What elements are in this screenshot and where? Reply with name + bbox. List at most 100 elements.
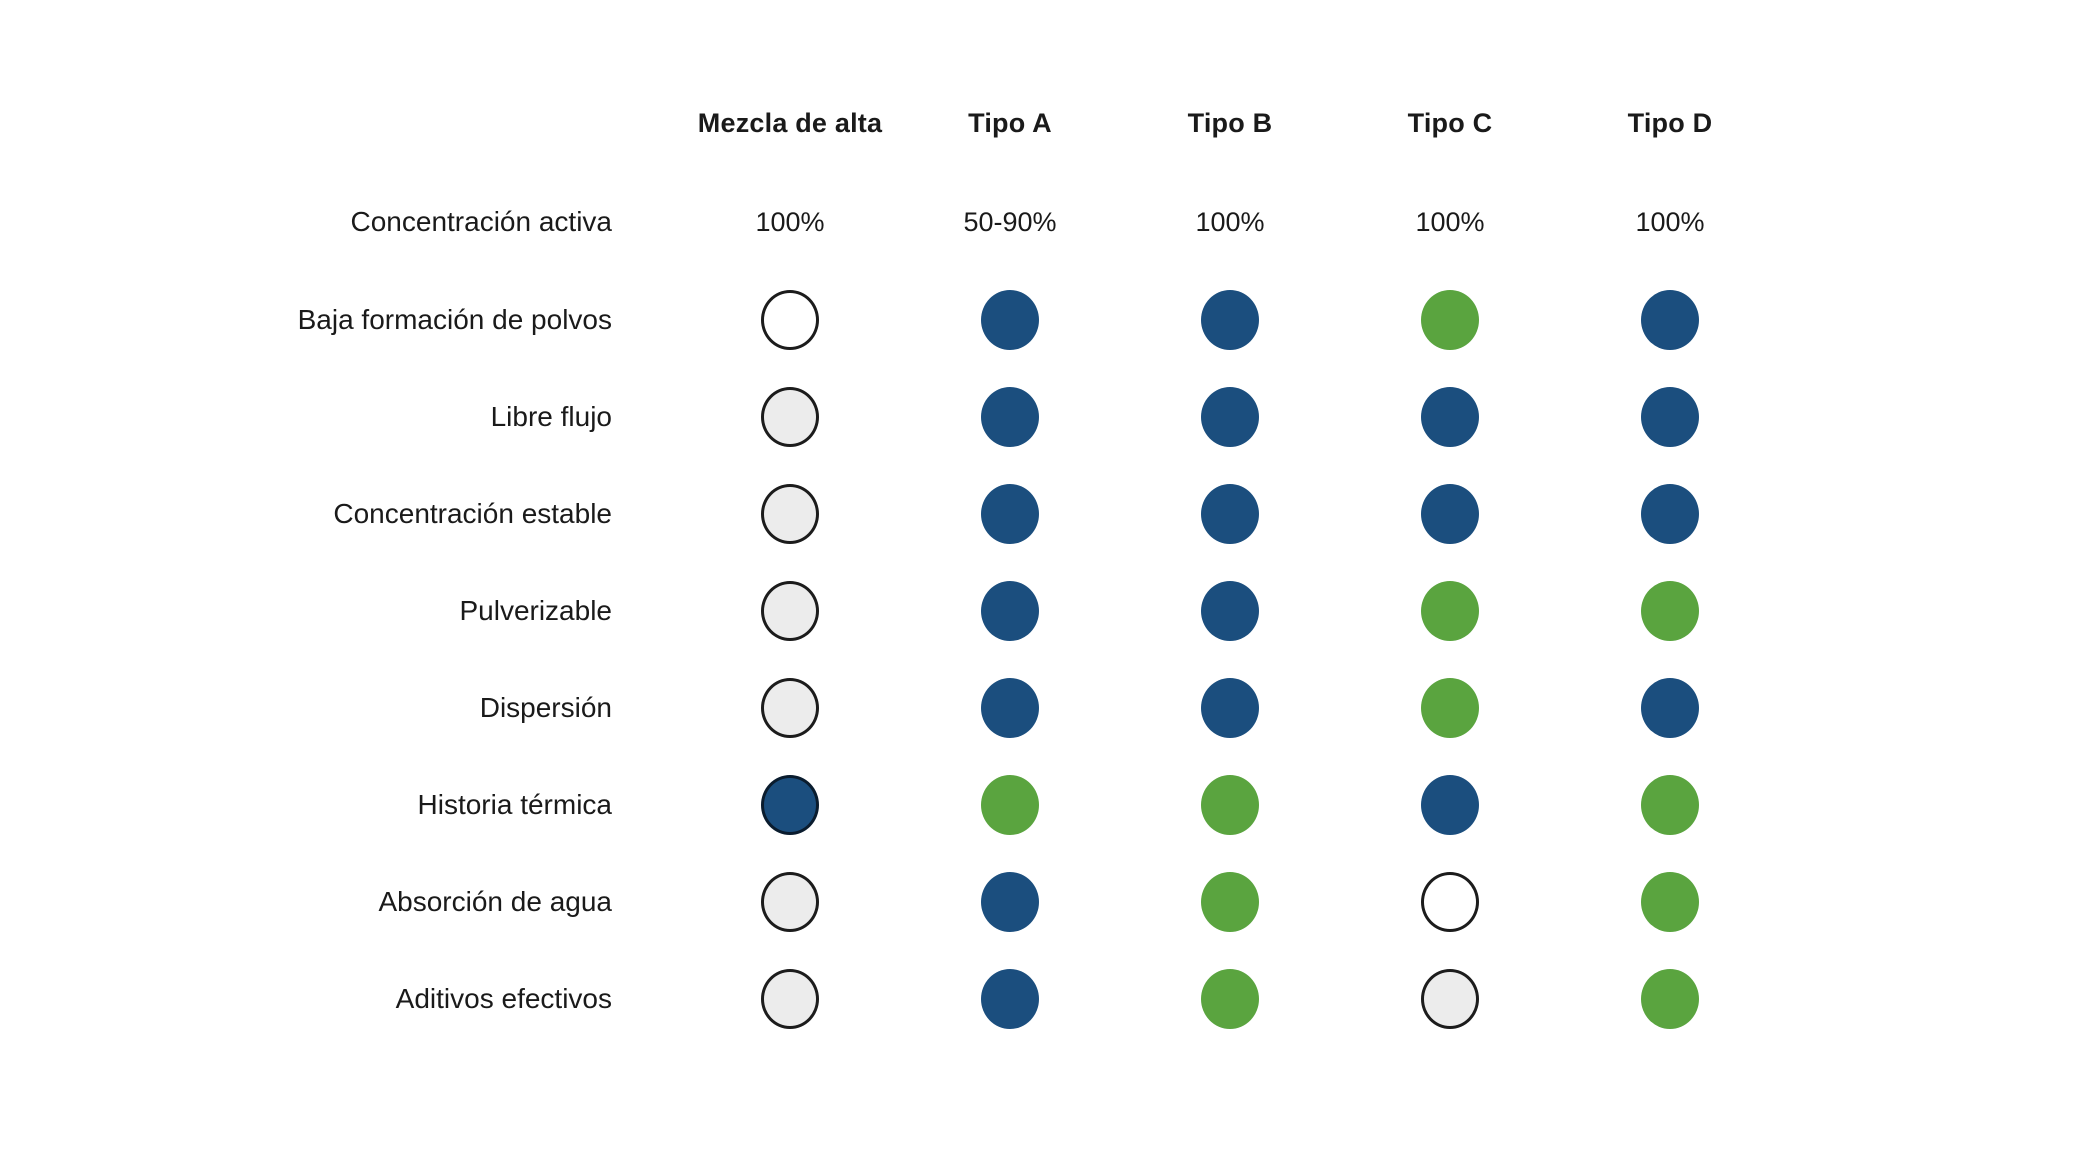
- status-dot: [1421, 774, 1479, 835]
- status-dot: [761, 580, 819, 641]
- status-dot: [981, 580, 1039, 641]
- status-dot: [1421, 289, 1479, 350]
- column-header-tipo-b: Tipo B: [1187, 107, 1273, 138]
- row-label-historia-termica: Historia térmica: [417, 788, 612, 820]
- dot-cell: [680, 271, 900, 368]
- dot-cell: [1120, 271, 1340, 368]
- status-dot: [1641, 289, 1699, 350]
- dot-cell: [1560, 368, 1780, 465]
- concentration-value: 50-90%: [963, 206, 1057, 237]
- concentration-value: 100%: [1415, 206, 1485, 237]
- status-dot: [761, 483, 819, 544]
- concentration-value: 100%: [1635, 206, 1705, 237]
- status-dot: [1641, 871, 1699, 932]
- status-dot: [981, 871, 1039, 932]
- dot-cell: [680, 465, 900, 562]
- column-header-tipo-a: Tipo A: [968, 107, 1052, 138]
- status-dot: [761, 289, 819, 350]
- status-dot: [981, 483, 1039, 544]
- status-dot: [1201, 677, 1259, 738]
- dot-cell: [1560, 271, 1780, 368]
- column-header-tipo-c: Tipo C: [1407, 107, 1493, 138]
- row-label-concentracion-activa: Concentración activa: [350, 206, 612, 237]
- status-dot: [761, 774, 819, 835]
- column-header-tipo-d: Tipo D: [1627, 107, 1713, 138]
- row-label-dispersion: Dispersión: [479, 691, 612, 723]
- dot-cell: [1340, 950, 1560, 1047]
- dot-cell: [1340, 853, 1560, 950]
- dot-cell: [1120, 950, 1340, 1047]
- status-dot: [981, 677, 1039, 738]
- status-dot: [1201, 774, 1259, 835]
- dot-cell: [1120, 756, 1340, 853]
- status-dot: [1201, 483, 1259, 544]
- concentration-value: 100%: [1195, 206, 1265, 237]
- status-dot: [761, 677, 819, 738]
- status-dot: [761, 968, 819, 1029]
- dot-cell: [1340, 659, 1560, 756]
- status-dot: [1641, 774, 1699, 835]
- row-label-absorcion-de-agua: Absorción de agua: [378, 885, 612, 917]
- dot-cell: [900, 271, 1120, 368]
- dot-cell: [1340, 562, 1560, 659]
- status-dot: [1421, 483, 1479, 544]
- column-header-mezcla-de-alta: Mezcla de alta: [697, 107, 883, 138]
- dot-cell: [900, 562, 1120, 659]
- status-dot: [1641, 677, 1699, 738]
- status-dot: [981, 774, 1039, 835]
- header-spacer: [160, 73, 680, 173]
- status-dot: [1201, 580, 1259, 641]
- dot-cell: [1120, 562, 1340, 659]
- status-dot: [1421, 871, 1479, 932]
- status-dot: [1421, 968, 1479, 1029]
- row-label-concentracion-estable: Concentración estable: [333, 497, 612, 529]
- status-dot: [1201, 871, 1259, 932]
- dot-cell: [680, 368, 900, 465]
- dot-cell: [1120, 368, 1340, 465]
- dot-cell: [1120, 853, 1340, 950]
- dot-cell: [1560, 659, 1780, 756]
- dot-cell: [1560, 950, 1780, 1047]
- dot-cell: [900, 756, 1120, 853]
- status-dot: [981, 968, 1039, 1029]
- status-dot: [1641, 580, 1699, 641]
- dot-cell: [680, 853, 900, 950]
- comparison-matrix: Mezcla de alta Tipo A Tipo B Tipo C Tipo…: [160, 73, 1780, 1047]
- dot-cell: [1120, 465, 1340, 562]
- dot-cell: [680, 659, 900, 756]
- row-label-baja-formacion-de-polvos: Baja formación de polvos: [297, 303, 612, 335]
- status-dot: [761, 871, 819, 932]
- dot-cell: [1340, 465, 1560, 562]
- status-dot: [981, 386, 1039, 447]
- dot-cell: [900, 950, 1120, 1047]
- status-dot: [1641, 483, 1699, 544]
- row-label-pulverizable: Pulverizable: [459, 594, 612, 626]
- dot-cell: [680, 756, 900, 853]
- dot-cell: [1340, 756, 1560, 853]
- status-dot: [981, 289, 1039, 350]
- dot-cell: [1340, 271, 1560, 368]
- dot-cell: [680, 562, 900, 659]
- status-dot: [761, 386, 819, 447]
- dot-cell: [1560, 465, 1780, 562]
- status-dot: [1421, 386, 1479, 447]
- status-dot: [1641, 386, 1699, 447]
- dot-cell: [680, 950, 900, 1047]
- status-dot: [1421, 580, 1479, 641]
- dot-cell: [1340, 368, 1560, 465]
- status-dot: [1641, 968, 1699, 1029]
- status-dot: [1201, 386, 1259, 447]
- row-label-aditivos-efectivos: Aditivos efectivos: [395, 982, 612, 1014]
- concentration-value: 100%: [755, 206, 825, 237]
- dot-cell: [1560, 756, 1780, 853]
- dot-cell: [900, 368, 1120, 465]
- status-dot: [1421, 677, 1479, 738]
- status-dot: [1201, 289, 1259, 350]
- dot-cell: [900, 465, 1120, 562]
- row-label-libre-flujo: Libre flujo: [490, 400, 612, 432]
- dot-cell: [900, 853, 1120, 950]
- dot-cell: [900, 659, 1120, 756]
- status-dot: [1201, 968, 1259, 1029]
- dot-cell: [1120, 659, 1340, 756]
- dot-cell: [1560, 562, 1780, 659]
